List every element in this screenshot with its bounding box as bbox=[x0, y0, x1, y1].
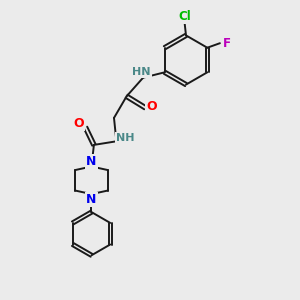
Text: N: N bbox=[86, 193, 97, 206]
Text: N: N bbox=[86, 154, 97, 168]
Text: O: O bbox=[74, 117, 84, 130]
Text: NH: NH bbox=[116, 133, 134, 143]
Text: Cl: Cl bbox=[178, 10, 191, 23]
Text: O: O bbox=[146, 100, 157, 113]
Text: HN: HN bbox=[132, 67, 151, 77]
Text: F: F bbox=[223, 37, 230, 50]
